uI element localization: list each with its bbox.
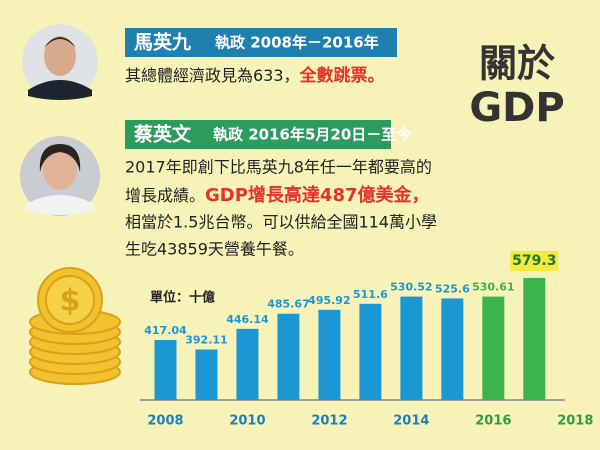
term: 執政 2008年－2016年 xyxy=(215,34,379,52)
text: 其總體經濟政見為633， xyxy=(125,66,300,85)
value-label: 392.11 xyxy=(185,333,227,346)
text: 生吃43859天營養午餐。 xyxy=(125,240,304,259)
bar xyxy=(441,298,464,400)
bar xyxy=(359,303,382,400)
name: 蔡英文 xyxy=(134,123,192,146)
bar xyxy=(523,277,546,400)
term: 執政 2016年5月20日－至今 xyxy=(213,126,411,144)
portrait-tsai xyxy=(20,136,100,216)
x-tick-label: 2018 xyxy=(557,414,593,429)
highlight: 全數跳票。 xyxy=(299,65,385,86)
policy-text: 其總體經濟政見為633，全數跳票。 xyxy=(125,65,385,86)
value-label: 495.92 xyxy=(308,294,350,307)
heading: GDP xyxy=(469,85,564,131)
text: 2017年即創下比馬英九8年任一年都要高的 xyxy=(125,158,432,177)
value-label: 446.14 xyxy=(226,313,269,326)
name-banner xyxy=(125,28,397,57)
x-tick-label: 2012 xyxy=(311,414,347,429)
x-tick-label: 2008 xyxy=(147,414,183,429)
highlight: GDP增長高達487億美金， xyxy=(205,184,429,206)
value-label: 579.3 xyxy=(512,253,556,269)
bar xyxy=(482,296,505,400)
value-label: 417.04 xyxy=(144,324,187,337)
x-tick-label: 2010 xyxy=(229,414,265,429)
heading: 關於 xyxy=(479,42,555,86)
name-banner xyxy=(125,120,391,149)
x-tick-label: 2016 xyxy=(475,414,511,429)
text-line: 增長成績。GDP增長高達487億美金， xyxy=(125,184,430,206)
bar xyxy=(400,296,423,400)
x-tick-label: 2014 xyxy=(393,414,429,429)
bar xyxy=(277,313,300,400)
bar xyxy=(318,309,341,400)
coins-icon xyxy=(29,267,121,385)
value-label: 525.6 xyxy=(435,282,470,295)
coin-symbol: $ xyxy=(60,284,81,319)
bar xyxy=(154,339,177,400)
unit-label: 單位：十億 xyxy=(150,290,215,306)
portrait-ma xyxy=(22,24,98,100)
bar xyxy=(195,349,218,400)
bar xyxy=(236,328,259,400)
value-label-box xyxy=(510,250,559,271)
value-label: 485.67 xyxy=(267,298,309,311)
text: 增長成績。 xyxy=(125,186,205,205)
value-label: 511.6 xyxy=(353,288,388,301)
value-label: 530.52 xyxy=(390,281,432,294)
text: 相當於1.5兆台幣。可以供給全國114萬小學 xyxy=(125,213,437,232)
value-label: 530.61 xyxy=(472,281,514,294)
name: 馬英九 xyxy=(134,31,191,54)
